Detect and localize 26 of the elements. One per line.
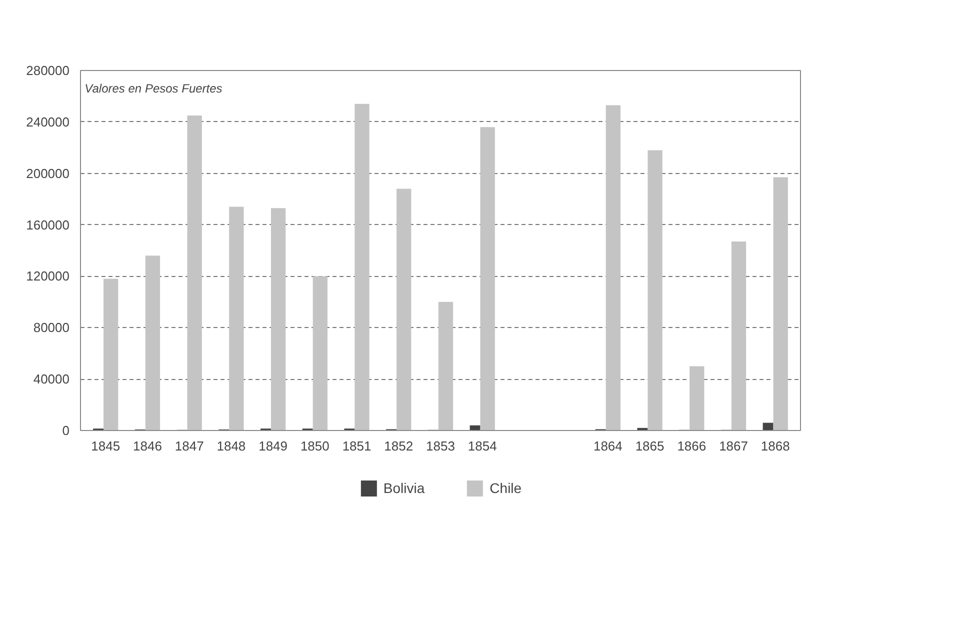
y-tick-label: 240000 [26, 114, 70, 130]
x-tick-label: 1853 [426, 438, 455, 454]
y-tick-label: 0 [62, 423, 70, 438]
y-tick-label: 80000 [33, 320, 70, 336]
x-tick-label: 1849 [258, 438, 288, 454]
legend-label: Chile [490, 480, 522, 496]
x-tick-label: 1847 [174, 438, 204, 454]
x-tick-label: 1851 [342, 438, 372, 454]
x-tick-label: 1850 [300, 438, 330, 454]
x-tick-label: 1866 [677, 438, 706, 454]
y-tick-label: 40000 [33, 372, 70, 387]
x-tick-label: 1845 [91, 438, 120, 454]
x-tick-label: 1868 [760, 438, 790, 454]
y-tick-label: 160000 [26, 217, 70, 232]
x-tick-label: 1846 [133, 438, 162, 454]
x-tick-label: 1867 [719, 438, 748, 454]
x-tick-label: 1852 [384, 438, 414, 454]
legend-label: Bolivia [383, 480, 425, 496]
annotation: Valores en Pesos Fuertes [84, 82, 222, 96]
y-tick-label: 200000 [26, 166, 70, 181]
y-tick-label: 280000 [26, 63, 70, 78]
x-tick-label: 1848 [216, 438, 246, 454]
x-tick-label: 1864 [593, 438, 622, 454]
x-tick-label: 1854 [468, 438, 497, 454]
x-tick-label: 1865 [635, 438, 664, 454]
y-tick-label: 120000 [26, 268, 70, 284]
